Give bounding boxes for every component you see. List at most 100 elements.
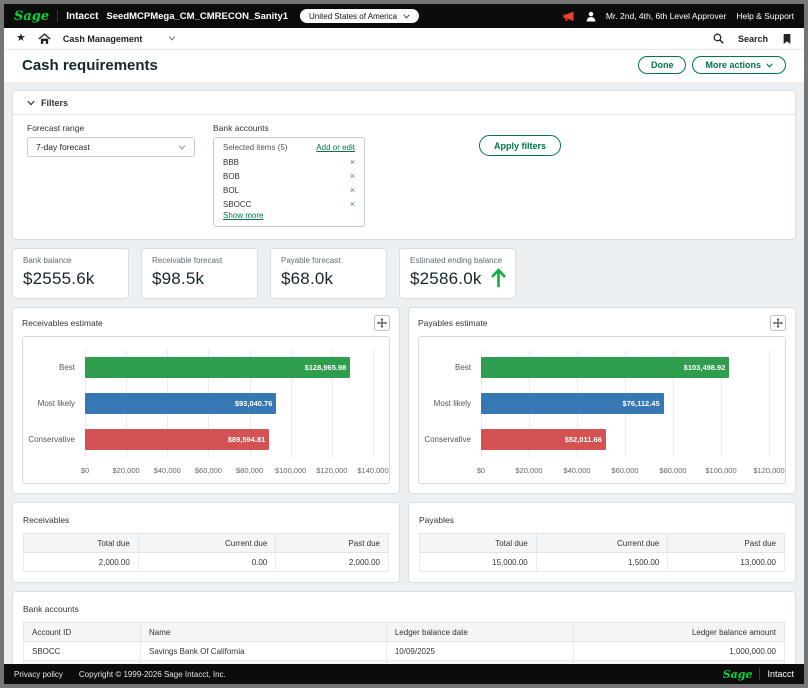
table-cell: 13,000.00	[667, 552, 785, 572]
search-label[interactable]: Search	[737, 33, 768, 44]
chart-category-label: Most likely	[37, 398, 75, 408]
selected-account-item: BOB ×	[223, 169, 355, 183]
privacy-policy-link[interactable]: Privacy policy	[14, 669, 63, 679]
gridline	[290, 349, 292, 457]
filters-toggle[interactable]: Filters	[13, 91, 795, 115]
remove-account-icon[interactable]: ×	[349, 198, 355, 209]
payables-table: Total due Current due Past due 15,000.00 1,5…	[419, 533, 785, 572]
divider	[759, 668, 761, 680]
apply-filters-button[interactable]: Apply filters	[479, 135, 562, 156]
table-cell: BOB	[23, 660, 141, 664]
table-row[interactable]: SBOCC Savings Bank Of California 10/09/202…	[23, 641, 785, 661]
user-icon[interactable]	[586, 11, 596, 22]
remove-account-icon[interactable]: ×	[349, 170, 355, 181]
user-name[interactable]: Mr. 2nd, 4th, 6th Level Approver	[605, 11, 727, 21]
kpi-value: $68.0k	[281, 269, 334, 288]
search-icon[interactable]	[713, 33, 724, 44]
table-body: 15,000.00 1,500.00 13,000.00	[419, 552, 785, 572]
chart-category-label: Conservative	[424, 434, 471, 444]
bank-accounts-table: Account ID Name Ledger balance date Ledger …	[23, 622, 785, 664]
chart-category-label: Most likely	[433, 398, 471, 408]
table-cell: Savings Bank Of California	[140, 641, 387, 661]
chart-category-label: Best	[454, 362, 471, 372]
axis-tick-label: $60,000	[611, 466, 639, 475]
collapse-chevron-icon	[27, 100, 35, 106]
table-header: Total due Current due Past due	[419, 533, 785, 553]
gridline	[331, 349, 333, 457]
table-cell: 1,000,000.00	[573, 641, 785, 661]
axis-tick-label: $20,000	[112, 466, 140, 475]
expand-chart-button[interactable]	[770, 315, 786, 331]
expand-chart-button[interactable]	[374, 315, 390, 331]
receivables-table-title: Receivables	[23, 515, 70, 525]
table-body: 2,000.00 0.00 2,000.00	[23, 552, 389, 572]
add-or-edit-link[interactable]: Add or edit	[316, 143, 355, 152]
chart-bar-row: $76,112.45	[481, 385, 769, 421]
page-title-bar: Cash requirements Done More actions	[4, 50, 804, 82]
megaphone-icon[interactable]	[563, 11, 576, 22]
account-label: SBOCC	[223, 199, 252, 209]
payables-table-title: Payables	[419, 515, 454, 525]
forecast-range-field: Forecast range 7-day forecast	[27, 123, 195, 157]
chart-bar[interactable]: $52,011.66	[481, 428, 606, 450]
column-header: Current due	[535, 533, 669, 553]
kpi-value: $2586.0k	[410, 269, 482, 288]
show-more-link[interactable]: Show more	[223, 211, 264, 220]
entity-label: United States of America	[309, 11, 398, 21]
axis-tick-label: $40,000	[563, 466, 591, 475]
page-title: Cash requirements	[22, 56, 158, 74]
company-name: SeedMCPMega_CM_CMRECON_Sanity1	[106, 10, 289, 22]
payables-table-panel: Payables Total due Current due Past due 15,…	[408, 502, 796, 583]
table-row[interactable]: 15,000.00 1,500.00 13,000.00	[419, 552, 785, 572]
table-cell: 10/09/2025	[385, 641, 575, 661]
forecast-range-label: Forecast range	[27, 123, 85, 133]
more-actions-button[interactable]: More actions	[692, 56, 786, 74]
column-header: Account ID	[23, 622, 141, 642]
table-header-row: Account ID Name Ledger balance date Ledger …	[23, 622, 785, 642]
chart-x-axis: $0 $20,000 $40,000 $60,000 $80,000 $100,000 $1…	[81, 466, 389, 478]
account-label: BOL	[223, 185, 240, 195]
selected-account-item: BBB ×	[223, 155, 355, 169]
table-row[interactable]: 2,000.00 0.00 2,000.00	[23, 552, 389, 572]
remove-account-icon[interactable]: ×	[349, 156, 355, 167]
chart-bar[interactable]: $89,594.81	[85, 428, 270, 450]
kpi-cards-row: Bank balance $2555.6k Receivable forecast $…	[12, 248, 796, 299]
receivables-chart-title: Receivables estimate	[22, 318, 103, 328]
chart-bar[interactable]: $93,040.76	[85, 392, 277, 414]
chevron-down-icon	[403, 13, 410, 19]
table-row[interactable]: BOBBank of Bangalore10/09/2025300,000.00	[23, 660, 785, 664]
module-selector[interactable]: Cash Management	[63, 34, 177, 44]
move-arrows-icon	[773, 318, 783, 328]
axis-tick-label: $120,000	[316, 466, 348, 475]
entity-selector[interactable]: United States of America	[300, 9, 420, 23]
due-tables-row: Receivables Total due Current due Past due…	[12, 502, 796, 583]
chart-bar[interactable]: $103,498.92	[481, 356, 730, 378]
home-icon[interactable]	[38, 32, 51, 45]
table-body: SBOCC Savings Bank Of California 10/09/202…	[23, 641, 785, 664]
table-cell: 15,000.00	[419, 552, 537, 572]
top-header-bar: Sage Intacct SeedMCPMega_CM_CMRECON_Sani…	[4, 4, 804, 28]
done-button[interactable]: Done	[637, 56, 687, 74]
forecast-range-select[interactable]: 7-day forecast	[27, 137, 195, 157]
receivables-bar-chart: Best Most likely Conservative $128,965.98 $9…	[22, 336, 390, 484]
column-header: Name	[140, 622, 387, 642]
bank-accounts-label: Bank accounts	[213, 123, 269, 133]
bookmark-icon[interactable]	[782, 33, 792, 45]
axis-tick-label: $40,000	[153, 466, 181, 475]
axis-tick-label: $60,000	[194, 466, 222, 475]
selected-items-count: Selected items (5)	[223, 143, 288, 152]
footer-bar: Privacy policy Copyright © 1999-2026 Sag…	[4, 664, 804, 684]
chart-bar[interactable]: $128,965.98	[85, 356, 351, 378]
chart-category-labels: Best Most likely Conservative	[419, 349, 477, 457]
column-header: Ledger balance date	[385, 622, 575, 642]
sage-logo: Sage	[14, 8, 50, 24]
axis-tick-label: $80,000	[659, 466, 687, 475]
favorite-star-icon[interactable]: ★	[16, 32, 26, 44]
kpi-label: Estimated ending balance	[410, 256, 503, 265]
table-header-row: Total due Current due Past due	[23, 533, 389, 553]
help-support-link[interactable]: Help & Support	[736, 11, 794, 21]
chevron-down-icon	[766, 62, 773, 68]
filters-title: Filters	[41, 98, 69, 108]
remove-account-icon[interactable]: ×	[349, 184, 355, 195]
chart-bar[interactable]: $76,112.45	[481, 392, 664, 414]
